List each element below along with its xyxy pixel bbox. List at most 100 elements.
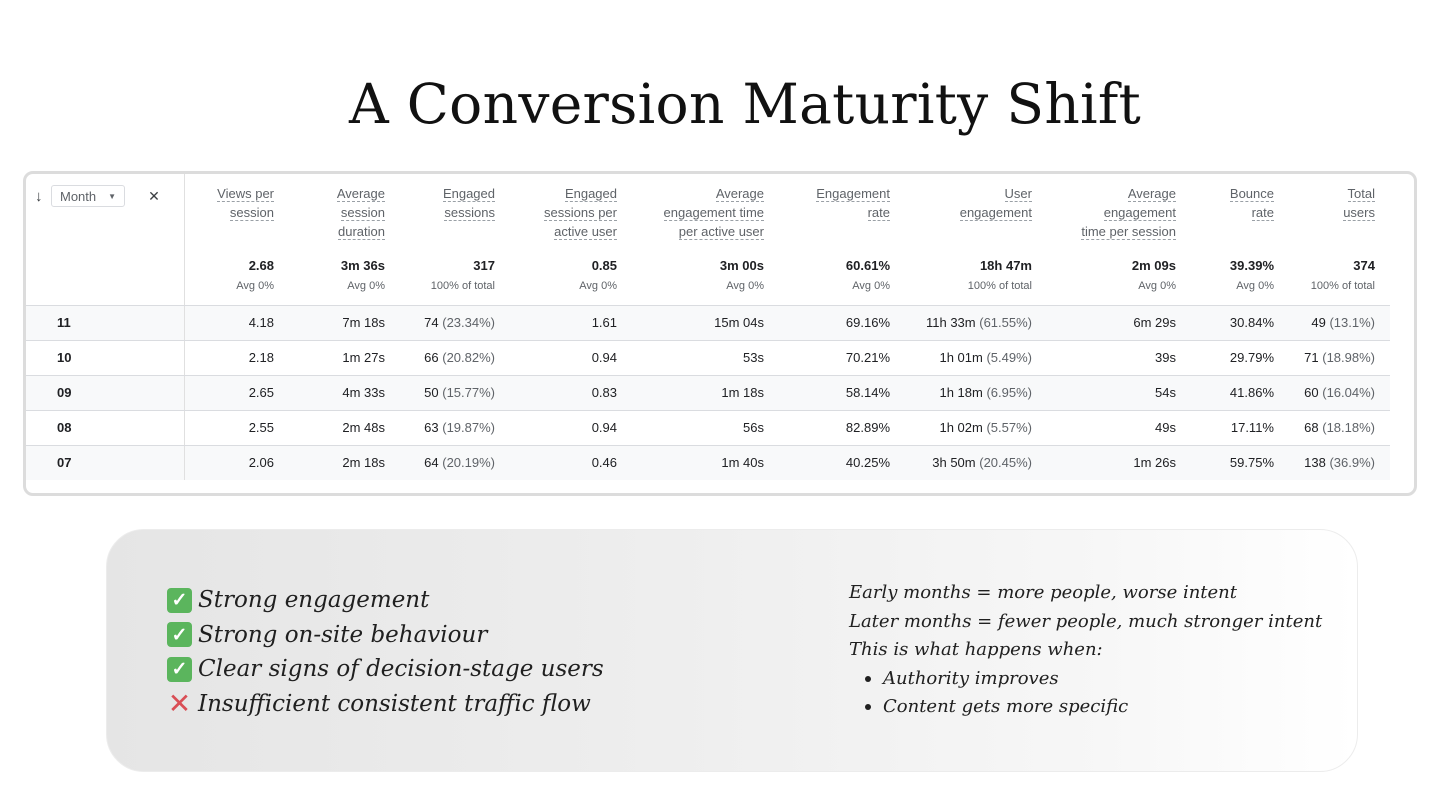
total-subtext: 100% of total [430,280,495,292]
metric-value: 4.18 [248,315,274,330]
metric-cell: 2m 48s [289,410,400,446]
total-cell: 39.39% Avg 0% [1191,252,1289,306]
column-header[interactable]: Average engagement time per session [1047,174,1191,252]
note-bullet-item: Content gets more specific [865,693,1322,722]
total-cell: 317 100% of total [400,252,510,306]
column-header[interactable]: Average session duration [289,174,400,252]
table-row[interactable]: 07 2.06 2m 18s 64 (20.19%) 0.46 1m 40s 40.25% 3… [26,445,1390,480]
metric-value: 70.21% [845,350,890,365]
metric-value: 1m 40s [721,455,764,471]
column-header[interactable]: Views per session [184,174,289,252]
column-header[interactable]: Engagement rate [779,174,905,252]
column-header-text: rate [1251,205,1274,221]
metric-cell: 54s [1047,375,1191,411]
metric-percent: (61.55%) [979,315,1032,330]
metric-value: 74 [424,315,439,330]
column-header[interactable]: User engagement [905,174,1047,252]
column-header-text: users [1343,205,1375,221]
note-bullets: Authority improves Content gets more spe… [865,665,1322,722]
metric-cell: 49 (13.1%) [1289,305,1390,341]
metric-value: 71 [1304,350,1319,365]
column-header-text: active user [554,224,617,240]
metric-value: 17.11% [1230,420,1274,435]
month-dimension-select[interactable]: Month ▼ [51,185,126,207]
metric-cell: 7m 18s [289,305,400,341]
cross-mark-icon: ✕ [167,687,192,721]
metric-value: 69.16% [845,315,890,330]
metric-cell: 53s [632,340,779,376]
column-header-text: per active user [678,224,764,240]
metric-cell: 1m 26s [1047,445,1191,480]
table-totals-row: 2.68 Avg 0% 3m 36s Avg 0% 317 100% of total 0.… [26,252,1390,306]
metric-value: 58.14% [845,385,890,400]
metric-cell: 1m 18s [632,375,779,411]
metric-cell: 39s [1047,340,1191,376]
total-subtext: Avg 0% [852,280,890,292]
metric-percent: (6.95%) [986,385,1032,400]
bullet-icon [865,704,871,711]
month-cell: 10 [26,340,185,376]
close-icon[interactable]: ✕ [148,187,160,204]
total-value: 3m 36s [340,258,385,273]
metric-percent: (36.9%) [1329,455,1375,471]
analytics-table: ↓ Month ▼ ✕ Views per session Average sessi… [26,174,1390,480]
column-header-text: Total [1347,186,1375,202]
table-row[interactable]: 11 4.18 7m 18s 74 (23.34%) 1.61 15m 04s 69.16%… [26,305,1390,341]
column-header-text: sessions [444,205,495,221]
metric-percent: (20.45%) [979,455,1032,471]
table-row[interactable]: 08 2.55 2m 48s 63 (19.87%) 0.94 56s 82.89% 1h 0… [26,410,1390,446]
metric-value: 6m 29s [1133,315,1176,330]
metric-cell: 49s [1047,410,1191,446]
metric-value: 49s [1155,420,1176,435]
column-header[interactable]: Average engagement time per active user [632,174,779,252]
metric-value: 4m 33s [342,385,385,400]
metric-cell: 1h 02m (5.57%) [905,410,1047,446]
column-header-text: engagement time [663,205,764,221]
metric-cell: 29.79% [1191,340,1289,376]
column-header[interactable]: Engaged sessions per active user [510,174,632,252]
metric-value: 64 [424,455,439,471]
column-header[interactable]: Total users [1289,174,1390,252]
total-value: 39.39% [1229,258,1274,273]
metric-cell: 4m 33s [289,375,400,411]
metric-value: 29.79% [1229,350,1274,365]
table-row[interactable]: 09 2.65 4m 33s 50 (15.77%) 0.83 1m 18s 58.14% 1… [26,375,1390,411]
column-header[interactable]: Bounce rate [1191,174,1289,252]
total-value: 60.61% [845,258,890,273]
total-cell: 2.68 Avg 0% [184,252,289,306]
column-header[interactable]: Engaged sessions [400,174,510,252]
metric-value: 138 [1304,455,1326,471]
metric-percent: (20.82%) [442,350,495,365]
metric-cell: 1m 27s [289,340,400,376]
metric-cell: 41.86% [1191,375,1289,411]
column-header-text: time per session [1081,224,1176,240]
arrow-down-icon[interactable]: ↓ [35,187,43,205]
metric-value: 50 [424,385,439,400]
check-mark-icon: ✓ [167,587,192,613]
metric-cell: 71 (18.98%) [1289,340,1390,376]
metric-cell: 11h 33m (61.55%) [905,305,1047,341]
metric-value: 3h 50m [932,455,976,471]
total-cell: 18h 47m 100% of total [905,252,1047,306]
metric-value: 2.18 [248,350,274,365]
metric-cell: 60 (16.04%) [1289,375,1390,411]
metric-value: 0.94 [591,350,617,365]
table-row[interactable]: 10 2.18 1m 27s 66 (20.82%) 0.94 53s 70.21% 1h 0… [26,340,1390,376]
metric-value: 1.61 [591,315,617,330]
metric-value: 2.55 [248,420,274,435]
metric-cell: 70.21% [779,340,905,376]
note-line: Early months = more people, worse intent [849,582,1238,603]
bullet-icon [865,675,871,682]
metric-cell: 63 (19.87%) [400,410,510,446]
column-header-text: rate [867,205,890,221]
metric-cell: 58.14% [779,375,905,411]
column-header-text: duration [338,224,385,240]
checklist-item: ✓ Strong on-site behaviour [167,618,604,653]
column-header-text: Engaged [442,186,495,202]
metric-percent: (18.98%) [1322,350,1375,365]
metric-percent: (13.1%) [1329,315,1375,330]
checklist-item: ✕ Insufficient consistent traffic flow [167,687,604,722]
metric-cell: 40.25% [779,445,905,480]
metric-percent: (23.34%) [442,315,495,330]
metric-cell: 138 (36.9%) [1289,445,1390,480]
